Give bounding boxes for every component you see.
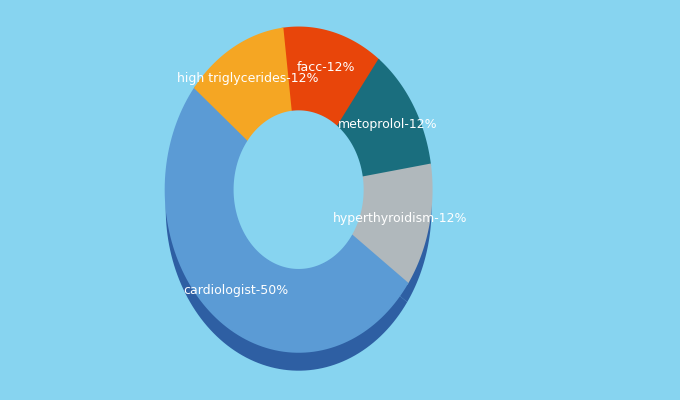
Polygon shape	[338, 60, 430, 178]
Polygon shape	[338, 79, 430, 196]
Polygon shape	[352, 184, 432, 302]
Polygon shape	[166, 107, 407, 371]
Polygon shape	[352, 165, 432, 283]
Polygon shape	[282, 46, 379, 145]
Text: metoprolol-12%: metoprolol-12%	[338, 118, 438, 131]
Text: cardiologist-50%: cardiologist-50%	[184, 284, 288, 297]
Polygon shape	[166, 88, 407, 352]
Text: hyperthyroidism-12%: hyperthyroidism-12%	[333, 212, 467, 225]
Text: high triglycerides-12%: high triglycerides-12%	[177, 72, 319, 85]
Polygon shape	[282, 28, 379, 126]
Polygon shape	[195, 48, 290, 159]
Polygon shape	[234, 110, 364, 288]
Polygon shape	[234, 110, 364, 269]
Text: facc-12%: facc-12%	[296, 61, 355, 74]
Polygon shape	[195, 29, 290, 140]
